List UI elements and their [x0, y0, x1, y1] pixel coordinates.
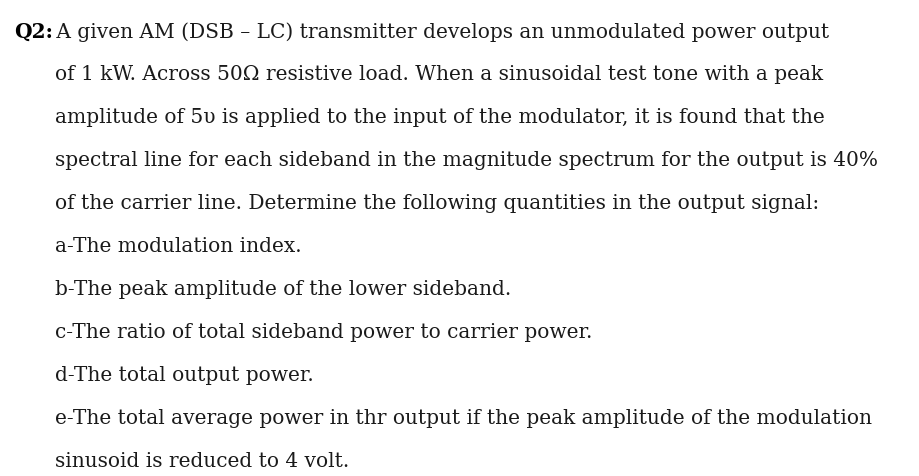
Text: amplitude of 5υ is applied to the input of the modulator, it is found that the: amplitude of 5υ is applied to the input … [55, 108, 824, 127]
Text: d-The total output power.: d-The total output power. [55, 365, 313, 384]
Text: b-The peak amplitude of the lower sideband.: b-The peak amplitude of the lower sideba… [55, 279, 511, 298]
Text: Q2:: Q2: [14, 22, 53, 42]
Text: sinusoid is reduced to 4 volt.: sinusoid is reduced to 4 volt. [55, 451, 349, 470]
Text: a-The modulation index.: a-The modulation index. [55, 237, 301, 256]
Text: A given AM (DSB – LC) transmitter develops an unmodulated power output: A given AM (DSB – LC) transmitter develo… [50, 22, 829, 41]
Text: of the carrier line. Determine the following quantities in the output signal:: of the carrier line. Determine the follo… [55, 194, 819, 213]
Text: e-The total average power in thr output if the peak amplitude of the modulation: e-The total average power in thr output … [55, 408, 872, 427]
Text: spectral line for each sideband in the magnitude spectrum for the output is 40%: spectral line for each sideband in the m… [55, 151, 878, 169]
Text: of 1 kW. Across 50Ω resistive load. When a sinusoidal test tone with a peak: of 1 kW. Across 50Ω resistive load. When… [55, 65, 823, 84]
Text: c-The ratio of total sideband power to carrier power.: c-The ratio of total sideband power to c… [55, 322, 593, 341]
